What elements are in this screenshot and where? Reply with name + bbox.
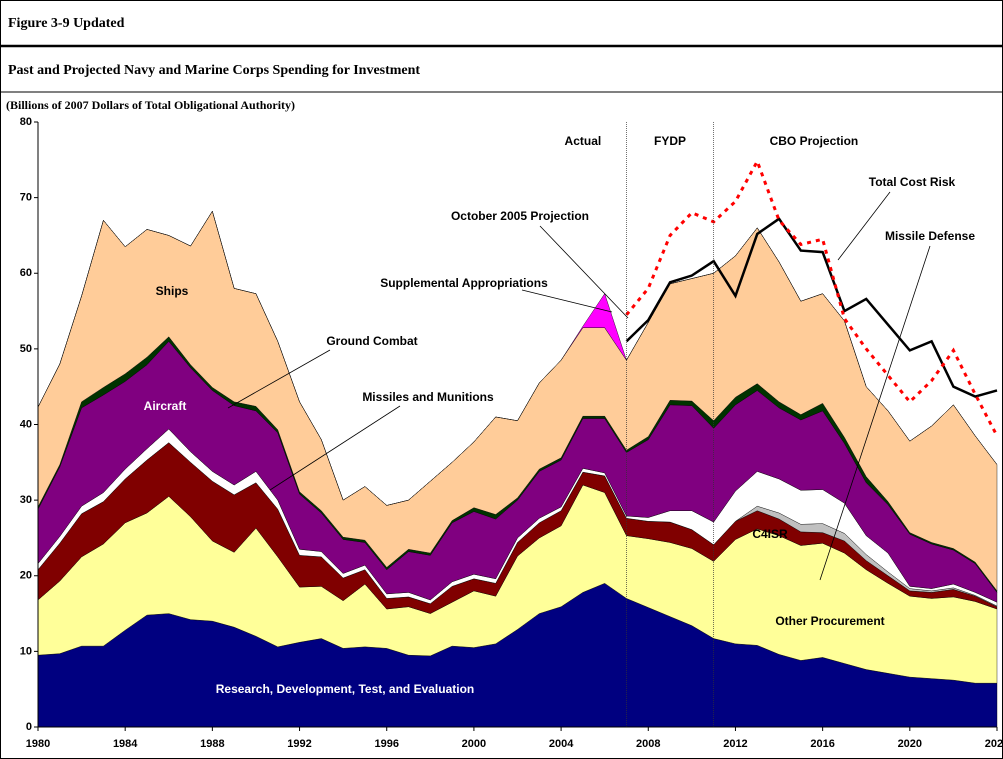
chart-title: Past and Projected Navy and Marine Corps… [8, 63, 420, 78]
leader-line [837, 191, 891, 261]
x-tick-label: 1980 [26, 738, 50, 750]
y-tick-label: 0 [26, 721, 32, 733]
annotation: FYDP [654, 134, 686, 148]
y-tick-label: 80 [20, 116, 32, 128]
y-tick-label: 20 [20, 570, 32, 582]
annotation: CBO Projection [770, 134, 859, 148]
y-tick-label: 70 [20, 192, 32, 204]
x-tick-label: 1992 [287, 738, 311, 750]
x-tick-label: 2024 [985, 738, 1003, 750]
leader-line [227, 349, 331, 409]
y-tick-label: 40 [20, 418, 32, 430]
series-label: Ground Combat [326, 334, 417, 348]
x-tick-label: 2004 [549, 738, 574, 750]
y-tick-label: 50 [20, 343, 32, 355]
x-tick-label: 2016 [810, 738, 834, 750]
line [625, 217, 998, 398]
series-label: Total Cost Risk [869, 175, 956, 189]
series-label: Other Procurement [775, 614, 884, 628]
leader-line [819, 245, 931, 581]
line [625, 157, 999, 437]
leader-line [539, 225, 629, 319]
leader-line [521, 289, 613, 313]
series-label: Missile Defense [885, 229, 975, 243]
x-tick-label: 2000 [462, 738, 486, 750]
series-label: C4ISR [752, 527, 788, 541]
x-tick-label: 1988 [200, 738, 224, 750]
x-tick-label: 1996 [374, 738, 398, 750]
series-label: Research, Development, Test, and Evaluat… [216, 682, 475, 696]
annotation: Actual [565, 134, 602, 148]
y-tick-label: 10 [20, 645, 32, 657]
area [37, 210, 998, 506]
leader-line [269, 405, 401, 491]
series-label: Aircraft [144, 399, 187, 413]
x-tick-label: 1984 [113, 738, 138, 750]
series-label: October 2005 Projection [451, 209, 589, 223]
x-tick-label: 2012 [723, 738, 747, 750]
x-tick-label: 2020 [898, 738, 922, 750]
chart-subtitle: (Billions of 2007 Dollars of Total Oblig… [6, 98, 295, 112]
y-tick-label: 60 [20, 267, 32, 279]
figure-label: Figure 3-9 Updated [8, 16, 125, 31]
y-tick-label: 30 [20, 494, 32, 506]
series-label: Supplemental Appropriations [380, 276, 548, 290]
series-label: Ships [156, 284, 189, 298]
series-label: Missiles and Munitions [362, 390, 494, 404]
x-tick-label: 2008 [636, 738, 660, 750]
